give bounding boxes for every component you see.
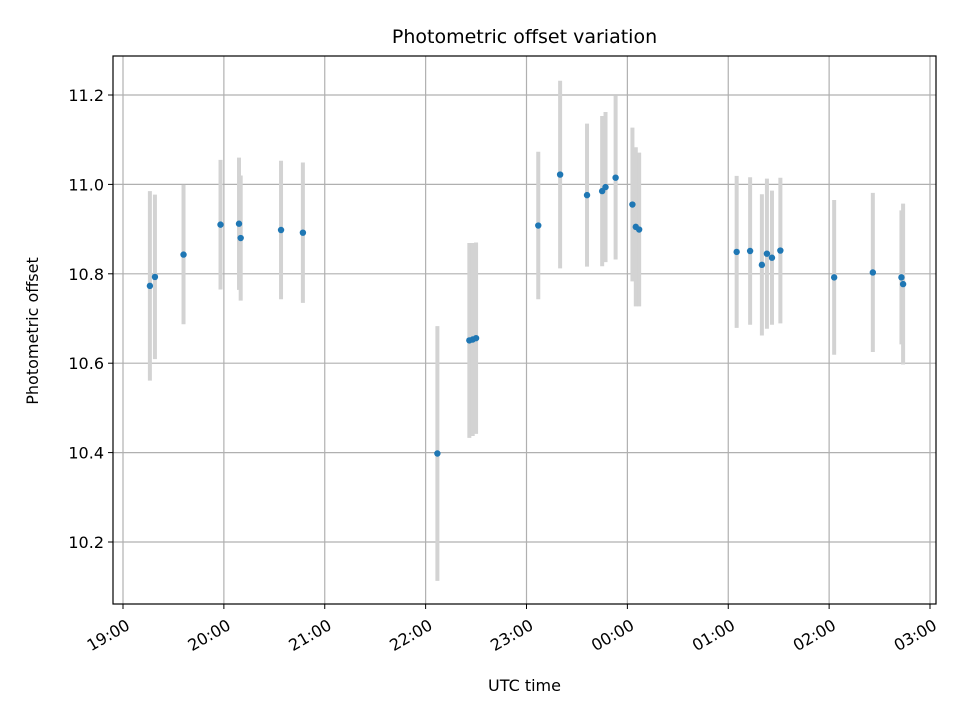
data-point <box>635 226 643 233</box>
data-point <box>899 280 907 288</box>
data-point <box>777 247 784 254</box>
data-point <box>869 269 877 276</box>
x-tick-label: 02:00 <box>790 615 839 655</box>
data-point <box>602 183 609 191</box>
data-point <box>583 191 591 199</box>
data-point <box>535 222 542 229</box>
data-point <box>758 261 766 269</box>
y-tick-label: 11.0 <box>68 175 104 194</box>
data-point <box>277 226 285 234</box>
data-point <box>612 174 619 181</box>
data-point <box>146 282 154 290</box>
data-point <box>299 229 307 236</box>
y-tick-label: 10.8 <box>68 265 104 284</box>
data-point <box>180 251 187 258</box>
data-point <box>830 274 838 281</box>
data-point <box>556 171 564 178</box>
x-axis-ticks: 19:00 20:00 21:00 22:00 23:00 00:00 01:00 02:00… <box>84 604 940 655</box>
x-tick-label: 23:00 <box>487 615 536 655</box>
data-point <box>434 450 441 457</box>
y-tick-label: 10.4 <box>68 444 104 463</box>
data-point <box>237 234 244 242</box>
x-tick-label: 21:00 <box>285 615 334 655</box>
y-tick-label: 10.6 <box>68 354 104 373</box>
x-tick-label: 01:00 <box>689 615 738 655</box>
data-point <box>733 248 740 256</box>
data-point <box>472 334 480 342</box>
data-point <box>629 201 636 208</box>
x-axis-label: UTC time <box>488 676 561 695</box>
data-point <box>746 247 754 255</box>
data-point <box>898 274 905 281</box>
x-tick-label: 20:00 <box>184 615 233 655</box>
data-points <box>146 171 907 457</box>
y-axis-label: Photometric offset <box>23 257 42 405</box>
y-tick-label: 10.2 <box>68 533 104 552</box>
chart-title: Photometric offset variation <box>392 26 657 48</box>
plot-frame <box>112 55 937 605</box>
data-point <box>151 273 159 281</box>
data-point <box>217 221 224 228</box>
grid-lines <box>113 56 936 604</box>
y-axis-ticks: 10.2 10.4 10.6 10.8 11.0 11.2 <box>68 86 113 552</box>
x-tick-label: 19:00 <box>84 615 133 655</box>
x-tick-label: 03:00 <box>891 615 940 655</box>
data-point <box>763 250 771 257</box>
x-tick-label: 22:00 <box>386 615 435 655</box>
y-tick-label: 11.2 <box>68 86 104 105</box>
data-point <box>768 254 776 261</box>
x-tick-label: 00:00 <box>588 615 637 655</box>
data-point <box>235 220 243 227</box>
